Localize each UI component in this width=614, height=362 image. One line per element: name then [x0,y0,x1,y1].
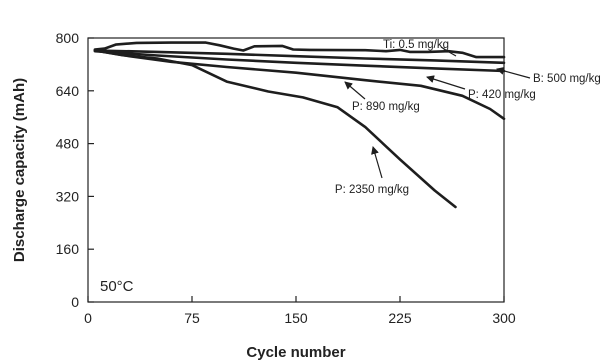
y-tick-label: 800 [56,30,80,46]
annotation-p890: P: 890 mg/kg [352,101,420,113]
p2350-leader [371,146,383,179]
annotation-ti: Ti: 0.5 mg/kg [383,39,449,51]
y-tick-label: 160 [56,241,80,257]
p890-leader [344,81,366,100]
annotation-p2350: P: 2350 mg/kg [335,184,409,196]
x-tick-label: 150 [284,310,308,326]
annotation-p420: P: 420 mg/kg [468,89,536,101]
y-tick-label: 640 [56,83,80,99]
b-leader [496,66,531,79]
x-tick-label: 0 [84,310,92,326]
x-axis-title: Cycle number [246,344,345,361]
series-group [93,41,506,209]
annotation-b: B: 500 mg/kg [533,73,601,85]
series-p-2350-line [93,49,457,209]
axis-ticks: 0 75 150 225 300 0 160 320 480 640 800 [56,30,516,326]
x-tick-label: 300 [492,310,516,326]
annotation-leaders [344,46,531,179]
p420-leader [426,75,466,90]
y-tick-label: 480 [56,136,80,152]
series-p-420-line [93,49,506,73]
x-tick-label: 225 [388,310,412,326]
x-tick-label: 75 [184,310,200,326]
y-tick-label: 320 [56,188,80,204]
plot-area-frame [87,37,505,303]
series-b-500-line [93,49,506,65]
y-axis-title: Discharge capacity (mAh) [11,78,28,262]
temperature-label: 50°C [100,278,134,295]
series-ti-0-5-line [93,41,506,59]
y-tick-label: 0 [71,294,79,310]
ti-leader [440,46,457,57]
